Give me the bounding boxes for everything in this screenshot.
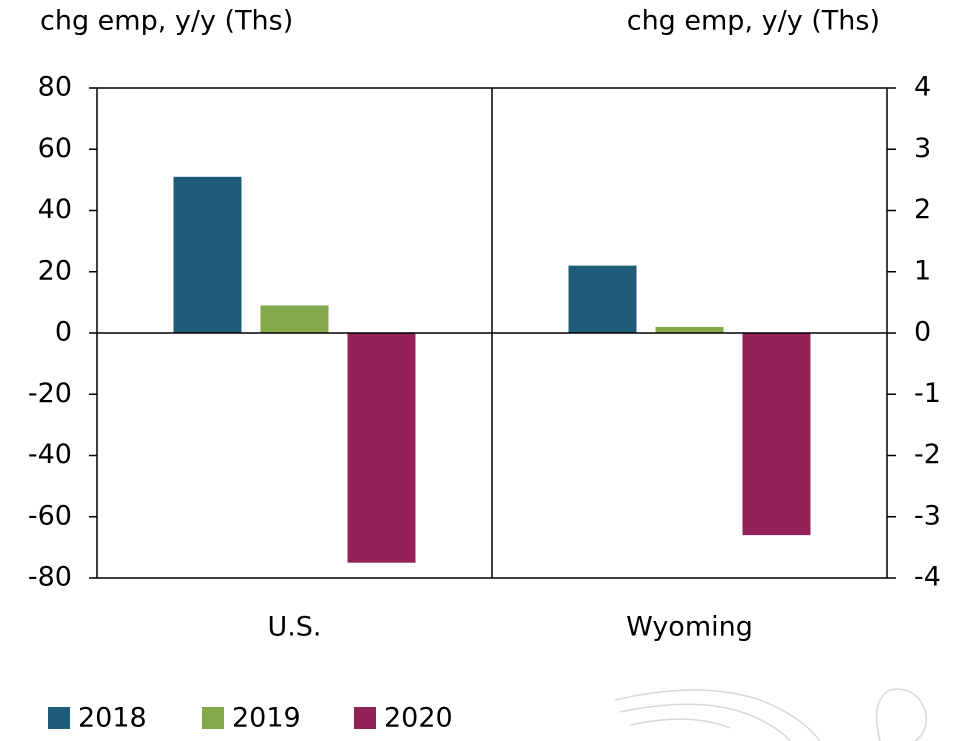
y2-tick-label: -1: [914, 378, 941, 409]
y-tick-label: -20: [28, 378, 72, 409]
y2-axis-label: chg emp, y/y (Ths): [627, 6, 880, 37]
legend-swatch: [354, 707, 376, 729]
legend-label: 2020: [384, 703, 453, 734]
y-tick-label: -60: [28, 500, 72, 531]
y2-tick-label: 2: [914, 194, 931, 225]
y-tick-label: 60: [38, 133, 72, 164]
y-axis-label: chg emp, y/y (Ths): [40, 6, 293, 37]
y2-tick-label: 0: [914, 317, 931, 348]
legend-swatch: [48, 707, 70, 729]
bar: [173, 176, 242, 333]
y2-tick-label: -3: [914, 500, 941, 531]
y-tick-label: -40: [28, 439, 72, 470]
y2-tick-label: 1: [914, 255, 931, 286]
bar: [655, 326, 724, 333]
y2-tick-label: -2: [914, 439, 941, 470]
y2-tick-label: 3: [914, 133, 931, 164]
bar: [347, 333, 416, 563]
y-tick-label: 80: [38, 72, 72, 103]
y2-tick-label: -4: [914, 562, 941, 593]
legend-swatch: [202, 707, 224, 729]
watermark: [614, 688, 927, 741]
bar: [742, 333, 811, 536]
x-tick-label: Wyoming: [626, 612, 753, 643]
y-tick-label: 40: [38, 194, 72, 225]
legend-label: 2018: [78, 703, 147, 734]
y-tick-label: -80: [28, 562, 72, 593]
y-tick-label: 0: [55, 317, 72, 348]
bar: [260, 305, 329, 333]
y2-tick-label: 4: [914, 72, 931, 103]
y-tick-label: 20: [38, 255, 72, 286]
x-tick-label: U.S.: [267, 612, 321, 643]
bar: [568, 265, 637, 333]
legend-label: 2019: [232, 703, 301, 734]
